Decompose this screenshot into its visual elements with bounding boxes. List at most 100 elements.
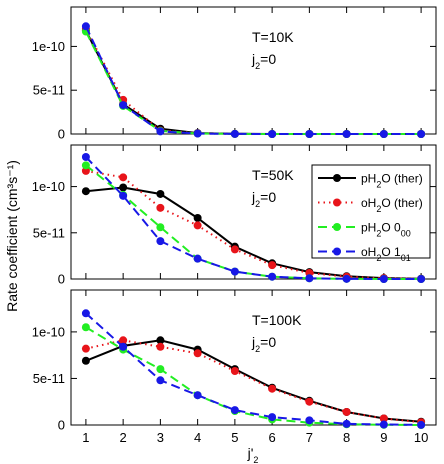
data-point-oH2O_ther (379, 414, 388, 423)
series-line-oH2O_ther (85, 339, 422, 424)
x-tick-label: 10 (414, 430, 428, 445)
plot-frame (70, 6, 437, 135)
data-point-oH2O_101 (379, 275, 388, 283)
data-point-pH2O_000 (156, 365, 165, 374)
j2-label: j2=0 (251, 189, 276, 209)
data-point-oH2O_101 (156, 127, 165, 136)
x-tick-label: 1 (82, 430, 89, 445)
data-point-oH2O_101 (305, 416, 314, 425)
y-tick-label: 5e-11 (33, 371, 65, 386)
x-tick-label: 4 (194, 430, 201, 445)
series-line-oH2O_101 (85, 312, 422, 426)
legend: pH2O (ther) oH2O (ther) pH2O 000 oH2O 101 (311, 164, 431, 263)
j2-label: j2=0 (251, 334, 276, 354)
data-point-oH2O_ther (268, 261, 277, 270)
series-line-pH2O_ther (85, 30, 422, 135)
data-point-oH2O_ther (305, 397, 314, 406)
data-point-oH2O_101 (230, 406, 239, 415)
data-point-oH2O_101 (156, 237, 165, 246)
data-point-oH2O_101 (156, 376, 165, 385)
data-point-oH2O_101 (305, 130, 314, 138)
data-point-oH2O_101 (379, 420, 388, 429)
data-point-pH2O_ther (193, 214, 202, 223)
series-line-pH2O_ther (85, 339, 422, 423)
plot-frame (70, 289, 437, 426)
y-tick-label: 0 (58, 272, 65, 287)
data-point-oH2O_101 (268, 272, 277, 281)
x-tick-label: 8 (343, 430, 350, 445)
data-point-oH2O_ther (81, 166, 90, 175)
y-tick-label: 1e-10 (32, 324, 65, 339)
data-point-oH2O_101 (305, 274, 314, 283)
data-point-oH2O_101 (417, 420, 426, 429)
data-point-oH2O_ther (268, 384, 277, 393)
legend-marker-pH2O_ther (333, 174, 341, 182)
y-tick-label: 0 (58, 127, 65, 142)
data-point-oH2O_ther (81, 344, 90, 353)
series-line-pH2O_000 (85, 31, 422, 135)
plot-frame (70, 144, 437, 280)
data-point-pH2O_000 (156, 223, 165, 232)
series-line-oH2O_101 (85, 156, 422, 280)
y-tick-label: 5e-11 (33, 225, 65, 240)
data-point-oH2O_ther (119, 336, 128, 345)
data-point-oH2O_101 (342, 274, 351, 283)
data-point-oH2O_ther (230, 367, 239, 375)
data-point-oH2O_101 (81, 22, 90, 31)
data-point-oH2O_ther (230, 245, 239, 254)
series-line-oH2O_101 (84, 25, 422, 135)
data-point-oH2O_101 (193, 129, 202, 138)
data-point-oH2O_101 (119, 191, 128, 200)
data-point-oH2O_ther (193, 349, 202, 358)
x-tick-label: 3 (157, 430, 164, 445)
y-tick-label: 1e-10 (32, 39, 65, 54)
data-point-oH2O_101 (268, 413, 277, 422)
data-point-oH2O_101 (81, 309, 90, 318)
panel-2: 0 5e-11 1e-10 T=50K j2=0 (32, 144, 437, 287)
x-axis-label: j'2 (247, 445, 259, 464)
y-tick-label: 5e-11 (33, 83, 65, 98)
temperature-label: T=100K (252, 312, 302, 328)
data-point-oH2O_101 (230, 129, 239, 138)
data-point-pH2O_000 (81, 161, 90, 170)
y-axis-label: Rate coefficient (cm³s⁻¹) (4, 160, 20, 312)
data-point-oH2O_101 (193, 254, 202, 263)
legend-marker-oH2O_101 (333, 247, 341, 256)
panel-3: 0 5e-11 1e-10 T=100K j2=0 1 2 3 4 5 6 7 8 9 10 (32, 289, 437, 445)
data-point-oH2O_ther (342, 407, 351, 416)
x-tick-label: 9 (380, 430, 387, 445)
series-line-pH2O_ther (85, 186, 422, 280)
data-point-oH2O_101 (81, 153, 90, 162)
series-line-oH2O_ther (85, 169, 422, 280)
data-point-oH2O_ther (156, 203, 165, 212)
legend-box (311, 164, 431, 259)
data-point-pH2O_ther (156, 336, 165, 345)
data-point-oH2O_101 (417, 275, 426, 283)
legend-label-oH2O_101: oH2O 101 (361, 245, 411, 263)
x-tick-label: 5 (231, 430, 238, 445)
y-tick-label: 1e-10 (32, 179, 65, 194)
data-point-oH2O_101 (342, 419, 351, 428)
data-point-oH2O_101 (193, 391, 202, 400)
y-tick-label: 0 (58, 418, 65, 433)
data-point-oH2O_ther (193, 221, 202, 230)
x-tick-label: 7 (306, 430, 313, 445)
x-tick-label: 2 (120, 430, 127, 445)
temperature-label: T=10K (252, 29, 294, 45)
data-point-oH2O_101 (230, 267, 239, 276)
data-point-oH2O_101 (119, 101, 128, 110)
data-point-pH2O_ther (156, 189, 165, 198)
data-point-pH2O_000 (81, 323, 90, 332)
x-tick-label: 6 (269, 430, 276, 445)
data-point-oH2O_101 (342, 130, 351, 138)
data-point-oH2O_ther (119, 173, 128, 182)
data-point-oH2O_101 (379, 130, 388, 138)
data-point-oH2O_101 (268, 130, 277, 138)
data-point-pH2O_ther (81, 187, 90, 196)
data-point-oH2O_101 (417, 130, 426, 138)
legend-marker-oH2O_ther (333, 198, 341, 207)
panels: 0 5e-11 1e-10 T=10K j2=0 0 5e-11 1e-10 T=50K j2=0… (32, 6, 437, 445)
temperature-label: T=50K (252, 167, 294, 183)
j2-label: j2=0 (251, 51, 276, 71)
